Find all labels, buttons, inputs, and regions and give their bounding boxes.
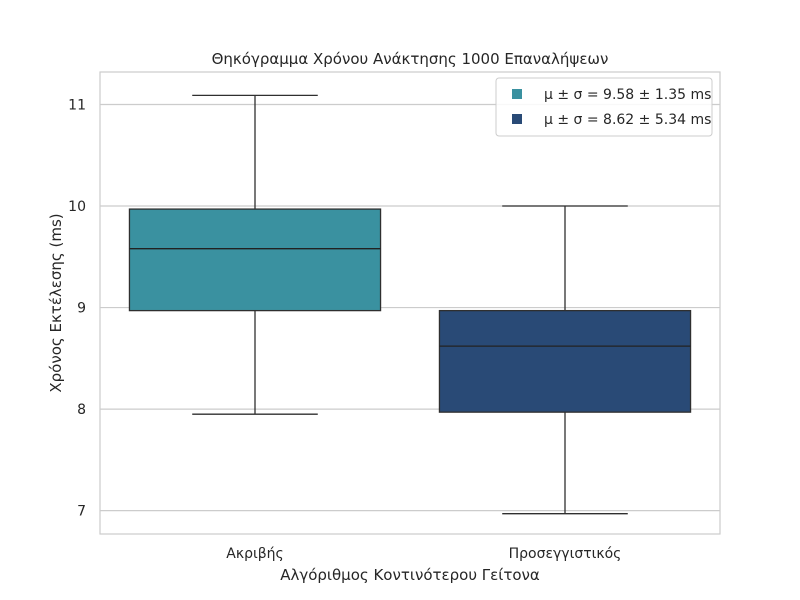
- legend-marker: [512, 114, 522, 124]
- legend-label: μ ± σ = 8.62 ± 5.34 ms: [544, 112, 711, 128]
- y-tick-labels: 7 8 9 10 11: [68, 97, 86, 519]
- y-axis-label: Χρόνος Εκτέλεσης (ms): [47, 213, 65, 392]
- legend-label: μ ± σ = 9.58 ± 1.35 ms: [544, 87, 711, 103]
- box-iqr: [438, 309, 692, 413]
- y-tick-label: 7: [77, 504, 86, 520]
- y-tick-label: 11: [68, 97, 86, 113]
- y-tick-label: 9: [77, 301, 86, 317]
- y-tick-label: 8: [77, 402, 86, 418]
- x-tick-labels: Ακριβής Προσεγγιστικός: [226, 546, 621, 562]
- legend-box: [495, 77, 713, 137]
- box-iqr: [128, 208, 382, 312]
- x-tick-label: Ακριβής: [226, 546, 283, 562]
- plot-frame: [99, 71, 721, 535]
- x-tick-label: Προσεγγιστικός: [509, 546, 622, 562]
- y-tick-label: 10: [68, 199, 86, 215]
- x-axis-label: Αλγόριθμος Κοντινότερου Γείτονα: [280, 566, 540, 584]
- box-layer: [128, 94, 692, 515]
- chart-title: Θηκόγραμμα Χρόνου Ανάκτησης 1000 Επαναλή…: [212, 50, 609, 68]
- legend-marker: [512, 89, 522, 99]
- legend: μ ± σ = 9.58 ± 1.35 ms μ ± σ = 8.62 ± 5.3…: [495, 77, 713, 137]
